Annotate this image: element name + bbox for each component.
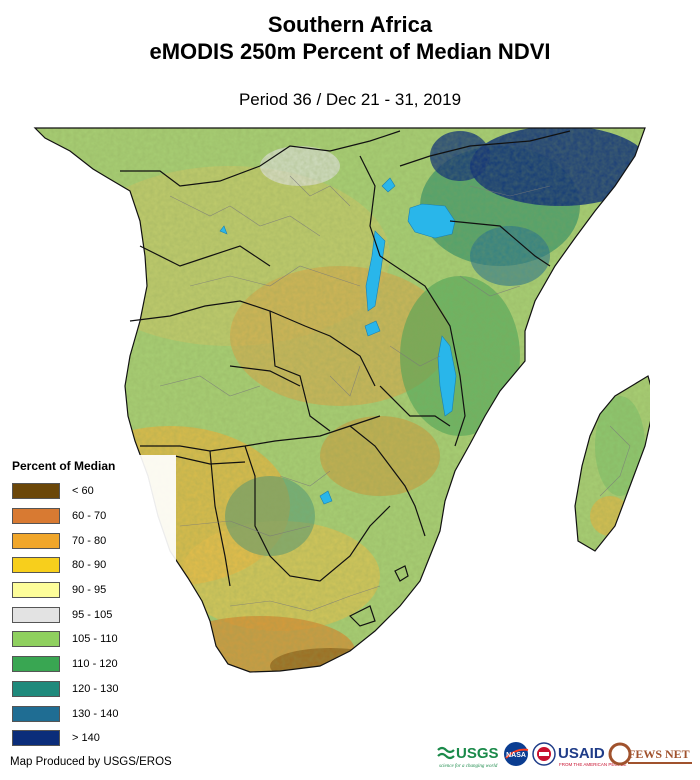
- legend-label: 80 - 90: [72, 559, 107, 572]
- legend-swatch: [12, 730, 60, 747]
- legend-item: 105 - 110: [12, 627, 172, 652]
- nasa-text: NASA: [506, 752, 526, 759]
- legend-title: Percent of Median: [12, 459, 116, 473]
- legend-item: 60 - 70: [12, 504, 172, 529]
- legend-item: 70 - 80: [12, 528, 172, 553]
- legend-label: 95 - 105: [72, 608, 113, 621]
- map-credit: Map Produced by USGS/EROS: [10, 756, 172, 768]
- map-subtitle: eMODIS 250m Percent of Median NDVI: [149, 39, 551, 64]
- legend-item: 120 - 130: [12, 677, 172, 702]
- legend-swatch: [12, 606, 60, 623]
- legend-label: 60 - 70: [72, 510, 107, 523]
- legend-label: 130 - 140: [72, 707, 119, 720]
- map-legend: Percent of Median < 60 60 - 70 70 - 80 8…: [8, 455, 176, 757]
- legend-swatch: [12, 557, 60, 574]
- legend-label: > 140: [72, 732, 100, 745]
- legend-swatch: [12, 656, 60, 673]
- legend-label: 70 - 80: [72, 534, 107, 547]
- usaid-text: USAID: [558, 745, 605, 762]
- legend-label: < 60: [72, 485, 94, 498]
- legend-swatch: [12, 705, 60, 722]
- legend-item: 110 - 120: [12, 652, 172, 677]
- admin-boundaries: [159, 175, 631, 612]
- partner-logos: USGS science for a changing world NASA U…: [437, 742, 692, 769]
- legend-label: 105 - 110: [72, 633, 118, 646]
- legend-item: 80 - 90: [12, 553, 172, 578]
- usgs-tagline: science for a changing world: [439, 764, 498, 769]
- legend-item: 90 - 95: [12, 578, 172, 603]
- usgs-logo: USGS science for a changing world: [437, 745, 499, 769]
- legend-label: 90 - 95: [72, 584, 107, 597]
- period-label: Period 36 / Dec 21 - 31, 2019: [238, 90, 462, 109]
- lakes: [219, 177, 457, 505]
- ndvi-map: [30, 126, 650, 750]
- legend-swatch: [12, 631, 60, 648]
- country-borders: [33, 127, 650, 673]
- usaid-tagline: FROM THE AMERICAN PEOPLE: [559, 762, 626, 767]
- legend-item: > 140: [12, 726, 172, 751]
- legend-label: 110 - 120: [72, 658, 118, 671]
- usgs-text: USGS: [456, 745, 499, 762]
- map-title: Southern Africa: [267, 12, 433, 37]
- nasa-logo: NASA: [504, 742, 529, 766]
- legend-item: < 60: [12, 479, 172, 504]
- usaid-logo: USAID FROM THE AMERICAN PEOPLE: [558, 745, 626, 767]
- legend-swatch: [12, 532, 60, 549]
- legend-swatch: [12, 508, 60, 525]
- legend-swatch: [12, 582, 60, 599]
- fewsnet-text: FEWS NET: [628, 747, 690, 761]
- fewsnet-logo: FEWS NET: [608, 742, 692, 766]
- legend-item: 130 - 140: [12, 701, 172, 726]
- usaid-seal: [532, 742, 556, 766]
- legend-swatch: [12, 483, 60, 500]
- legend-label: 120 - 130: [72, 682, 119, 695]
- legend-swatch: [12, 680, 60, 697]
- legend-item: 95 - 105: [12, 602, 172, 627]
